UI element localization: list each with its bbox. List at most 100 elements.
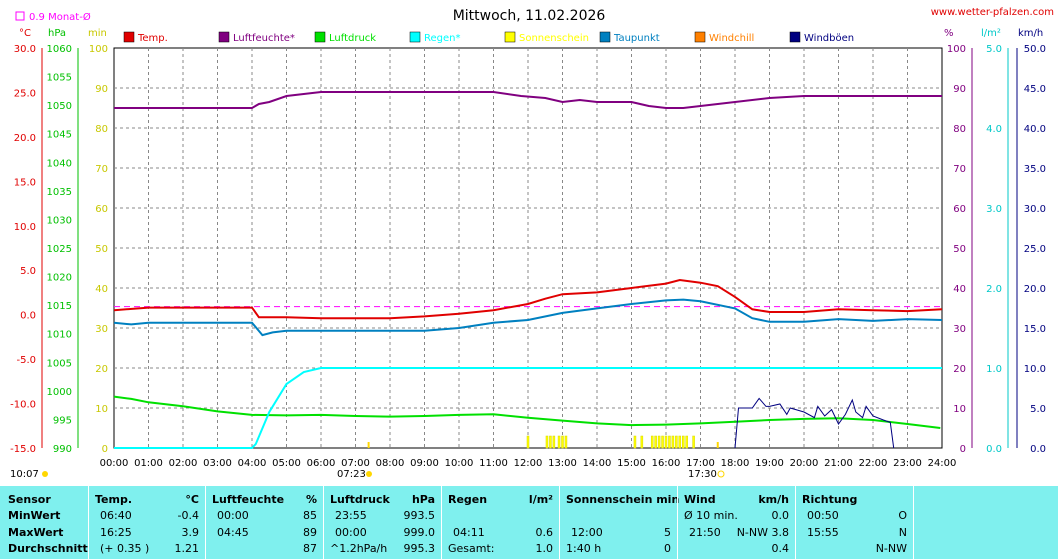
- press-max: 999.0: [403, 526, 436, 539]
- sunshine-bar: [657, 435, 661, 449]
- pressure-axis-tick: 1000: [47, 387, 72, 398]
- humidity-axis-tick: 60: [953, 204, 966, 215]
- sunshine-bar: [552, 435, 556, 449]
- sunshine-bar: [557, 435, 561, 449]
- rain-axis-tick: 4.0: [986, 124, 1002, 135]
- wind-axis-tick: 40.0: [1024, 124, 1046, 135]
- rain-axis-tick: 1.0: [986, 364, 1002, 375]
- press-max-time: 00:00: [335, 526, 367, 539]
- x-axis-tick: 22:00: [859, 458, 888, 469]
- wind-min: 0.0: [771, 509, 790, 522]
- x-axis-tick: 10:00: [445, 458, 474, 469]
- rain-avg-note: Gesamt:: [448, 542, 495, 555]
- dir-min: O: [898, 509, 907, 522]
- minutes-axis-tick: 10: [95, 404, 108, 415]
- temp-min: -0.4: [177, 509, 199, 522]
- dir-min-time: 00:50: [807, 509, 839, 522]
- temp-min-time: 06:40: [100, 509, 132, 522]
- press-head: Luftdruck: [330, 493, 390, 506]
- rain-max-time: 04:11: [453, 526, 485, 539]
- legend-swatch: [409, 31, 421, 43]
- sunrise-icon: [366, 471, 372, 477]
- sunshine-bar: [650, 435, 654, 449]
- temp-axis-tick: -5.0: [16, 355, 36, 366]
- temp-axis-tick: 15.0: [14, 177, 36, 188]
- wind-max: N-NW 3.8: [736, 526, 789, 539]
- sunshine-bar: [561, 435, 564, 449]
- summary-pressure: Luftdruck hPa 23:55 993.5 00:00 999.0 ^1…: [324, 486, 441, 559]
- row-sensor: Sensor: [8, 493, 51, 506]
- wind-axis-tick: 20.0: [1024, 284, 1046, 295]
- rain-axis-tick: 2.0: [986, 284, 1002, 295]
- sunshine-bar: [685, 435, 688, 449]
- rain-head: Regen: [448, 493, 488, 506]
- hum-min: 85: [303, 509, 317, 522]
- chart-title: Mittwoch, 11.02.2026: [453, 8, 606, 24]
- dir-head: Richtung: [802, 493, 858, 506]
- press-min: 993.5: [403, 509, 436, 522]
- x-axis-tick: 07:00: [341, 458, 370, 469]
- unit-humidity: %: [944, 28, 954, 39]
- hum-head: Luftfeuchte: [212, 493, 285, 506]
- minutes-axis-tick: 70: [95, 164, 108, 175]
- legend-label: Taupunkt: [613, 33, 660, 44]
- wind-axis-tick: 50.0: [1024, 44, 1046, 55]
- humidity-axis-tick: 80: [953, 124, 966, 135]
- legend-swatch: [599, 31, 611, 43]
- hum-max: 89: [303, 526, 317, 539]
- pressure-axis-tick: 1045: [47, 130, 72, 141]
- wind-head: Wind: [684, 493, 716, 506]
- legend-swatch: [504, 31, 516, 43]
- temp-axis-tick: 25.0: [14, 88, 36, 99]
- legend-swatch: [694, 31, 706, 43]
- press-unit: hPa: [411, 493, 435, 506]
- sun-avg: 0: [664, 542, 671, 555]
- sunset-time: 17:30: [688, 469, 717, 480]
- summary-direction: Richtung 00:50 O 15:55 N N-NW: [796, 486, 913, 559]
- row-min: MinWert: [8, 509, 61, 522]
- legend-swatch: [218, 31, 230, 43]
- summary-row-labels: Sensor MinWert MaxWert Durchschnitt: [0, 486, 88, 559]
- wind-axis-tick: 25.0: [1024, 244, 1046, 255]
- humidity-axis-tick: 0: [960, 444, 966, 455]
- wind-axis-tick: 0.0: [1030, 444, 1046, 455]
- sunshine-bar: [640, 435, 644, 449]
- x-axis-tick: 20:00: [790, 458, 819, 469]
- temp-axis-tick: -10.0: [10, 400, 36, 411]
- wind-max-time: 21:50: [689, 526, 721, 539]
- wind-min-label: Ø 10 min.: [684, 509, 738, 522]
- sun-max: 5: [664, 526, 671, 539]
- legend-swatch: [123, 31, 135, 43]
- unit-rain: l/m²: [981, 28, 1001, 39]
- minutes-axis-tick: 100: [89, 44, 108, 55]
- press-avg: 995.3: [403, 542, 436, 555]
- weather-chart: 30.0 25.0 20.0 15.0 10.0 5.0 0.0 -5.0 -10.0 -15.0…: [10, 7, 1054, 480]
- pressure-axis-tick: 1055: [47, 73, 72, 84]
- minutes-axis-tick: 20: [95, 364, 108, 375]
- x-axis-tick: 17:00: [686, 458, 715, 469]
- pressure-axis-tick: 1030: [47, 215, 72, 226]
- sunshine-bar: [633, 435, 637, 449]
- x-axis-tick: 08:00: [376, 458, 405, 469]
- x-axis-tick: 21:00: [824, 458, 853, 469]
- hum-avg: 87: [303, 542, 317, 555]
- sun-icon: [42, 471, 48, 477]
- legend-label: Luftdruck: [329, 33, 376, 44]
- minutes-axis-tick: 50: [95, 244, 108, 255]
- hum-min-time: 00:00: [217, 509, 249, 522]
- dir-avg: N-NW: [875, 542, 907, 555]
- sunshine-bar: [661, 435, 664, 449]
- x-axis-tick: 00:00: [100, 458, 129, 469]
- summary-table: Sensor MinWert MaxWert Durchschnitt Temp…: [0, 486, 1058, 559]
- pressure-axis-tick: 995: [53, 415, 72, 426]
- unit-wind: km/h: [1018, 28, 1043, 39]
- x-axis-tick: 11:00: [479, 458, 508, 469]
- x-axis-tick: 18:00: [721, 458, 750, 469]
- legend-label: Regen*: [424, 33, 461, 44]
- humidity-axis-tick: 70: [953, 164, 966, 175]
- temp-axis-tick: 30.0: [14, 44, 36, 55]
- rain-avg: 1.0: [535, 542, 554, 555]
- site-link[interactable]: www.wetter-pfalzen.com: [931, 7, 1054, 18]
- pressure-axis-tick: 1010: [47, 330, 72, 341]
- humidity-axis-tick: 100: [947, 44, 966, 55]
